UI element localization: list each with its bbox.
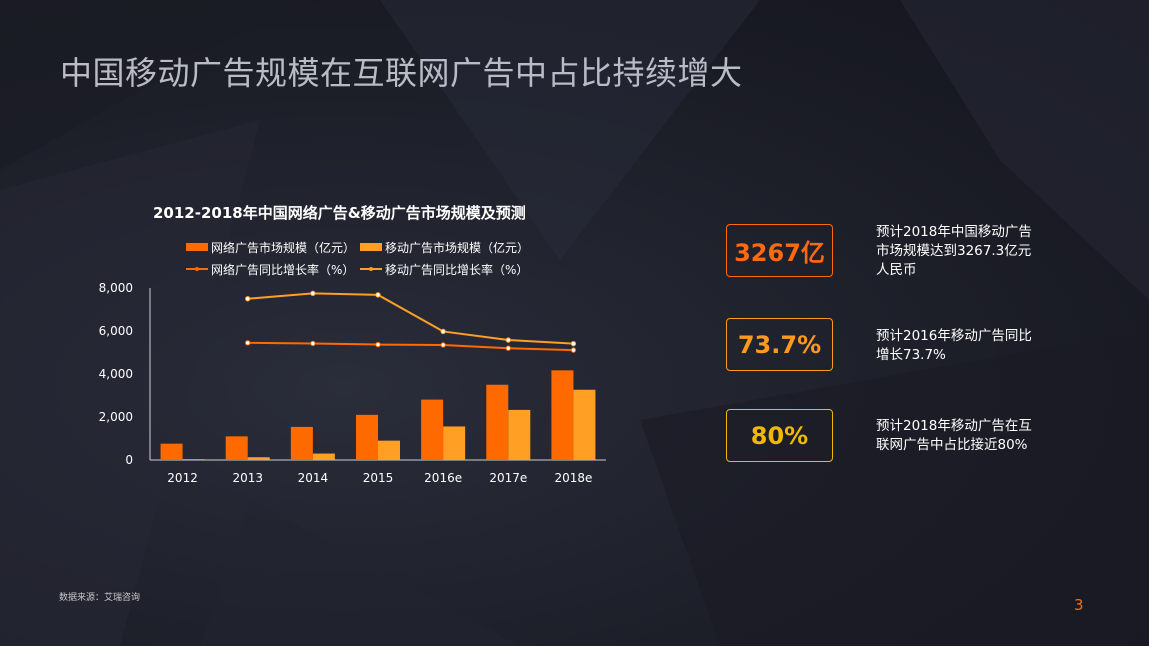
- legend-item-mobile-ad-growth: 移动广告同比增长率（%）: [360, 261, 534, 278]
- kpi-box-mobile-ad-share: 80%: [726, 409, 833, 462]
- y-tick-label: 2,000: [99, 410, 133, 424]
- kpi-desc-line: 预计2018年中国移动广告: [876, 224, 1032, 240]
- slide-title: 中国移动广告规模在互联网广告中占比持续增大: [60, 54, 743, 92]
- legend-label-mobile-ad-growth: 移动广告同比增长率（%）: [385, 262, 529, 277]
- bar-online: [486, 384, 509, 460]
- legend-label-online-ad-size: 网络广告市场规模（亿元）: [211, 240, 356, 255]
- bar-mobile: [378, 440, 400, 460]
- page-number: 3: [1074, 596, 1084, 614]
- line-point-mobile-growth: [505, 337, 511, 343]
- line-point-online-growth: [310, 340, 316, 347]
- bar-online: [551, 370, 574, 460]
- x-tick-label: 2012: [167, 471, 198, 485]
- bar-mobile: [573, 389, 596, 460]
- bar-online: [160, 443, 183, 460]
- legend-swatch-mobile-ad-size: [360, 243, 382, 251]
- series-line-mobile-growth: [247, 292, 574, 345]
- bar-mobile: [312, 453, 335, 460]
- line-point-online-growth: [245, 340, 251, 346]
- bar-online: [290, 426, 313, 460]
- kpi-desc-line: 联网广告中占比接近80%: [876, 437, 1028, 453]
- x-tick-label: 2016e: [424, 471, 462, 485]
- x-tick-label: 2017e: [489, 471, 527, 485]
- kpi-value-mobile-ad-share: 80%: [750, 421, 809, 450]
- bar-online: [225, 436, 248, 460]
- chart-legend: 网络广告市场规模（亿元） 移动广告市场规模（亿元） 网络广告同比增长率（%） 移…: [186, 236, 534, 280]
- bar-mobile: [247, 457, 270, 460]
- y-tick-label: 8,000: [99, 281, 133, 295]
- line-point-online-growth: [505, 345, 511, 351]
- x-tick-label: 2018e: [554, 471, 592, 485]
- legend-label-online-ad-growth: 网络广告同比增长率（%）: [211, 262, 355, 277]
- kpi-value-mobile-ad-size: 3267亿: [734, 239, 825, 267]
- kpi-desc-line: 人民币: [876, 262, 917, 278]
- bar-mobile: [443, 426, 466, 460]
- line-point-mobile-growth: [310, 290, 316, 297]
- y-tick-label: 6,000: [99, 324, 133, 338]
- legend-item-online-ad-size: 网络广告市场规模（亿元）: [186, 239, 360, 256]
- legend-swatch-online-ad-size: [186, 243, 208, 251]
- legend-item-mobile-ad-size: 移动广告市场规模（亿元）: [360, 239, 534, 256]
- y-tick-label: 0: [125, 453, 133, 467]
- line-point-online-growth: [570, 347, 577, 353]
- bar-online: [421, 399, 444, 460]
- kpi-desc-mobile-ad-share: 预计2018年移动广告在互 联网广告中占比接近80%: [876, 417, 1056, 455]
- kpi-desc-mobile-ad-growth: 预计2016年移动广告同比 增长73.7%: [876, 327, 1056, 365]
- y-tick-label: 4,000: [99, 367, 133, 381]
- bar-mobile: [182, 459, 205, 460]
- line-point-mobile-growth: [570, 340, 577, 347]
- kpi-desc-line: 预计2018年移动广告在互: [876, 418, 1032, 434]
- x-tick-label: 2015: [363, 471, 394, 485]
- kpi-value-mobile-ad-growth: 73.7%: [737, 330, 822, 359]
- x-tick-label: 2014: [298, 471, 329, 485]
- x-tick-label: 2013: [232, 471, 263, 485]
- line-point-online-growth: [375, 341, 381, 348]
- bar-online: [356, 414, 378, 460]
- legend-line-mobile-ad-growth: [360, 265, 382, 273]
- kpi-desc-line: 市场规模达到3267.3亿元: [876, 243, 1032, 259]
- series-line-online-growth: [247, 341, 574, 352]
- legend-item-online-ad-growth: 网络广告同比增长率（%）: [186, 261, 360, 278]
- legend-label-mobile-ad-size: 移动广告市场规模（亿元）: [385, 240, 530, 255]
- chart-title: 2012-2018年中国网络广告&移动广告市场规模及预测: [153, 204, 526, 222]
- data-source-note: 数据来源：艾瑞咨询: [59, 593, 141, 603]
- line-point-online-growth: [440, 342, 446, 348]
- kpi-desc-line: 增长73.7%: [876, 347, 946, 363]
- line-point-mobile-growth: [440, 328, 446, 335]
- line-point-mobile-growth: [375, 292, 381, 298]
- line-point-mobile-growth: [245, 296, 251, 302]
- kpi-desc-line: 预计2016年移动广告同比: [876, 328, 1032, 344]
- kpi-box-mobile-ad-growth: 73.7%: [726, 318, 833, 371]
- kpi-desc-mobile-ad-size: 预计2018年中国移动广告 市场规模达到3267.3亿元 人民币: [876, 223, 1056, 280]
- kpi-box-mobile-ad-size: 3267亿: [726, 224, 833, 277]
- legend-line-online-ad-growth: [186, 265, 208, 273]
- bar-mobile: [508, 409, 531, 460]
